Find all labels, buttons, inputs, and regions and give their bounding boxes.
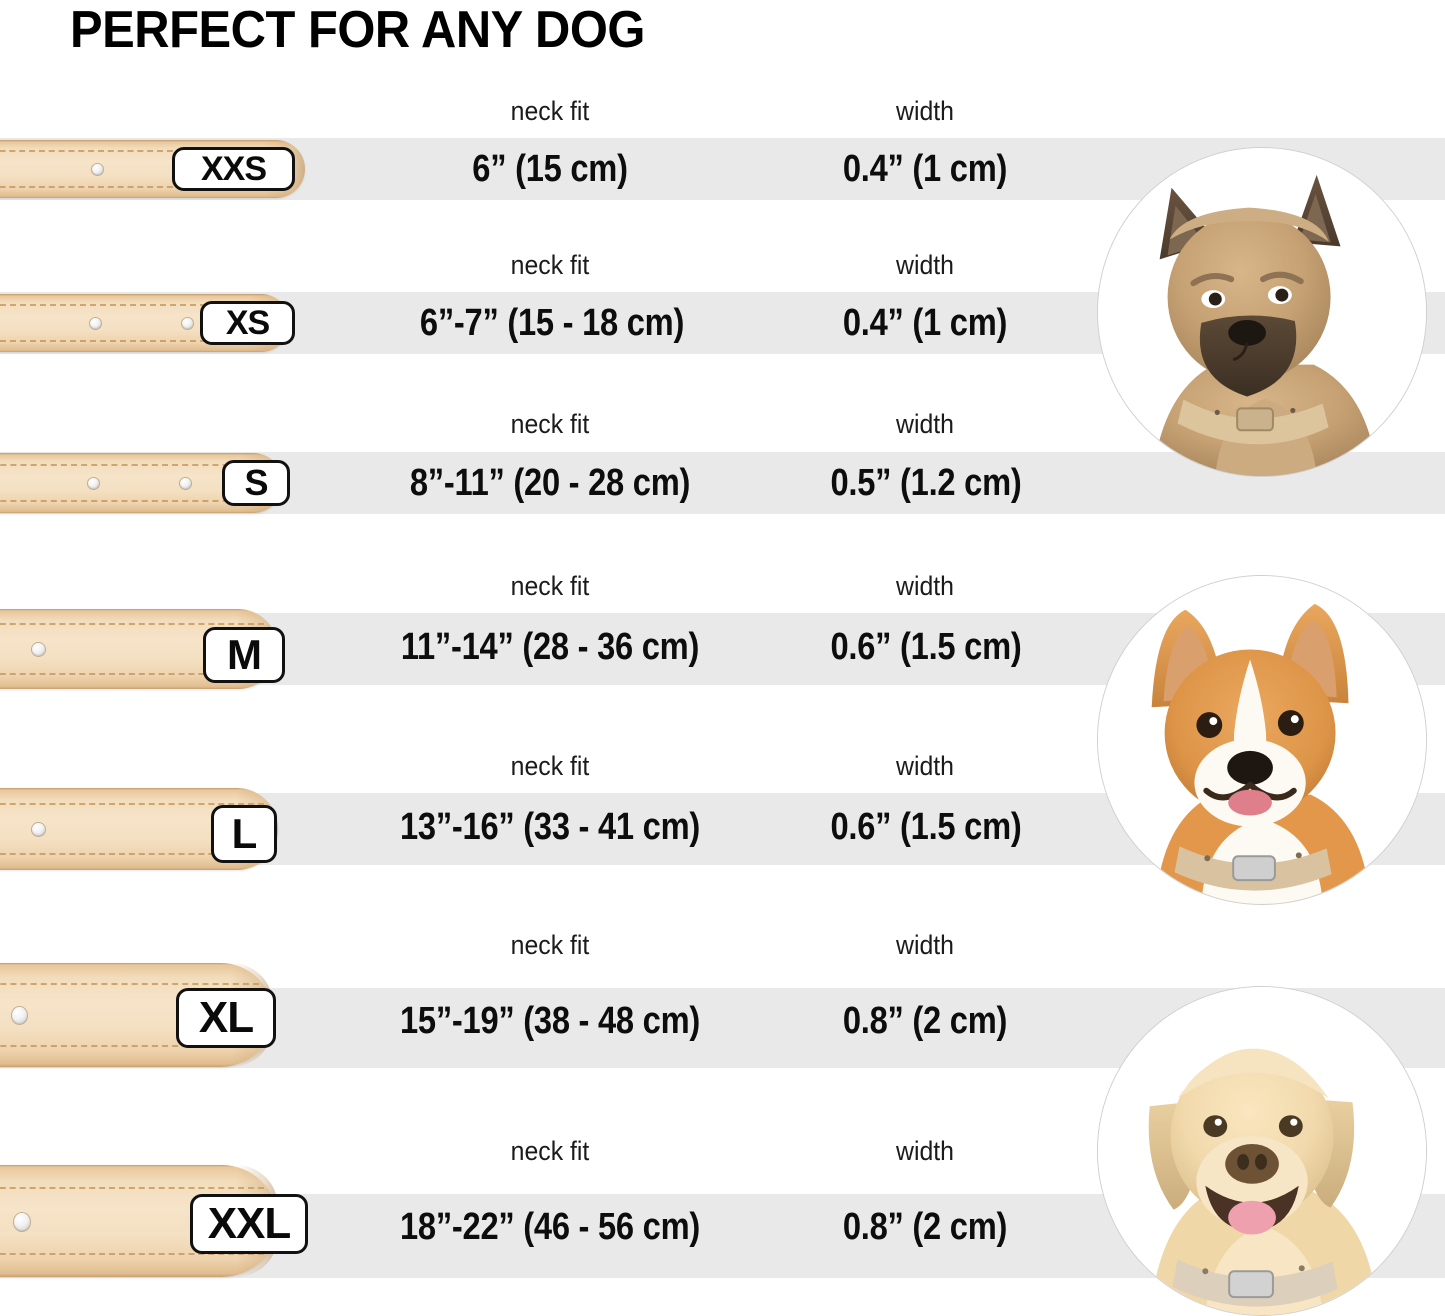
corgi-illustration	[1098, 576, 1426, 904]
terrier-illustration	[1098, 148, 1426, 476]
column-label-width-xs: width	[896, 250, 954, 280]
column-label-width-l: width	[896, 751, 954, 781]
width-value-s: 0.5” (1.2 cm)	[830, 462, 1022, 504]
neck-fit-value-xxs: 6” (15 cm)	[472, 148, 628, 190]
column-label-neck-fit-xs: neck fit	[510, 250, 590, 280]
column-label-neck-fit-m: neck fit	[510, 571, 590, 601]
size-badge-l: L	[211, 805, 277, 863]
width-value-xxs: 0.4” (1 cm)	[842, 148, 1008, 190]
neck-fit-value-m: 11”-14” (28 - 36 cm)	[400, 626, 700, 668]
column-label-neck-fit-s: neck fit	[510, 409, 590, 439]
labrador-dog-photo	[1097, 986, 1427, 1316]
column-label-neck-fit-xl: neck fit	[510, 930, 590, 960]
column-label-width-s: width	[896, 409, 954, 439]
neck-fit-value-xs: 6”-7” (15 - 18 cm)	[419, 302, 685, 344]
page-title: PERFECT FOR ANY DOG	[70, 1, 645, 59]
width-value-m: 0.6” (1.5 cm)	[830, 626, 1022, 668]
column-label-neck-fit-xxs: neck fit	[510, 96, 590, 126]
size-badge-m: M	[203, 627, 285, 683]
column-label-width-xxs: width	[896, 96, 954, 126]
corgi-dog-photo	[1097, 575, 1427, 905]
width-value-xl: 0.8” (2 cm)	[842, 1000, 1008, 1042]
column-label-neck-fit-xxl: neck fit	[510, 1136, 590, 1166]
column-label-width-xxl: width	[896, 1136, 954, 1166]
neck-fit-value-xxl: 18”-22” (46 - 56 cm)	[399, 1206, 701, 1248]
neck-fit-value-xl: 15”-19” (38 - 48 cm)	[399, 1000, 701, 1042]
size-badge-xl: XL	[176, 988, 276, 1048]
terrier-dog-photo	[1097, 147, 1427, 477]
size-badge-xs: XS	[200, 301, 295, 345]
size-badge-xxl: XXL	[190, 1194, 308, 1254]
column-label-width-m: width	[896, 571, 954, 601]
labrador-illustration	[1098, 987, 1426, 1315]
size-badge-s: S	[222, 460, 290, 506]
neck-fit-value-l: 13”-16” (33 - 41 cm)	[399, 806, 701, 848]
size-badge-xxs: XXS	[172, 147, 295, 191]
width-value-l: 0.6” (1.5 cm)	[830, 806, 1022, 848]
column-label-width-xl: width	[896, 930, 954, 960]
column-label-neck-fit-l: neck fit	[510, 751, 590, 781]
width-value-xs: 0.4” (1 cm)	[842, 302, 1008, 344]
width-value-xxl: 0.8” (2 cm)	[842, 1206, 1008, 1248]
neck-fit-value-s: 8”-11” (20 - 28 cm)	[409, 462, 691, 504]
